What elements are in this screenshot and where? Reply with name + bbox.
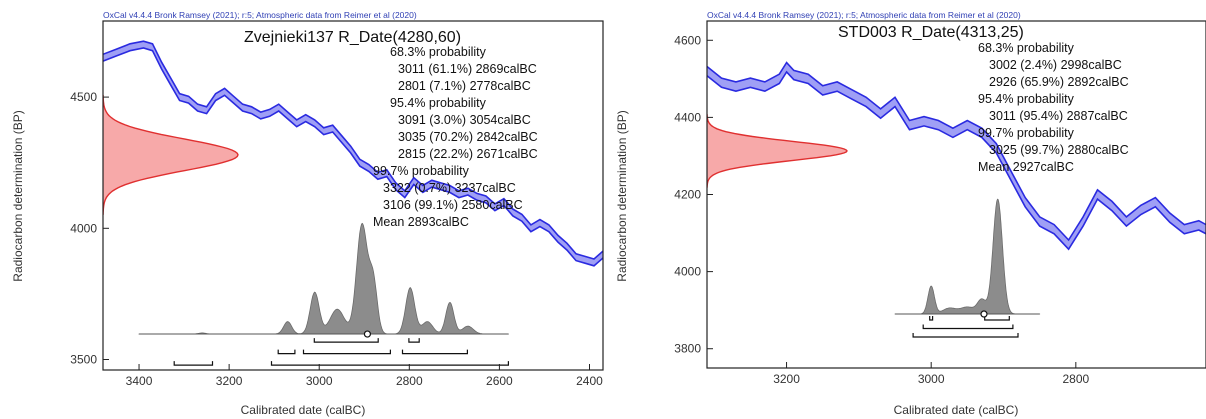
mean-marker [980, 310, 988, 318]
chart-title: Zvejnieki137 R_Date(4280,60) [244, 29, 461, 46]
annotation-line: 95.4% probability [978, 92, 1075, 106]
probability-range-bracket [401, 349, 468, 355]
y-tick-label: 4500 [70, 90, 97, 104]
x-tick-label: 2800 [396, 374, 423, 388]
x-tick-label: 3400 [126, 374, 153, 388]
posterior-distribution [894, 198, 1041, 315]
probability-range-bracket [408, 338, 420, 343]
x-tick-label: 3200 [773, 372, 800, 386]
probability-range-bracket [313, 338, 379, 343]
annotation-line: Mean 2893calBC [373, 215, 469, 229]
probability-range-bracket [984, 316, 1010, 321]
credit-text: OxCal v4.4.4 Bronk Ramsey (2021); r:5; A… [103, 10, 417, 20]
annotation-line: 3322 (0.7%) 3237calBC [383, 181, 516, 195]
annotation-line: Mean 2927calBC [978, 160, 1074, 174]
y-tick-label: 3800 [674, 342, 701, 356]
radiocarbon-distribution-line [103, 95, 239, 215]
annotation-line: 99.7% probability [978, 126, 1075, 140]
annotation-line: 99.7% probability [373, 164, 470, 178]
annotation-line: 3002 (2.4%) 2998calBC [989, 58, 1122, 72]
y-tick-label: 4000 [674, 265, 701, 279]
x-axis-label: Calibrated date (calBC) [241, 403, 366, 417]
probability-range-bracket [270, 361, 509, 366]
x-axis-label: Calibrated date (calBC) [894, 403, 1019, 417]
annotation-line: 3025 (99.7%) 2880calBC [989, 143, 1129, 157]
y-tick-label: 4200 [674, 188, 701, 202]
chart-title: STD003 R_Date(4313,25) [838, 24, 1024, 41]
axis-ticks-right: 3200 3000 2800 3800 4000 4200 4400 4600 [674, 33, 1089, 386]
probability-range-bracket [922, 324, 1014, 330]
x-tick-label: 2400 [576, 374, 603, 388]
radiocarbon-distribution-fill [103, 94, 238, 215]
x-tick-label: 2800 [1062, 372, 1089, 386]
x-tick-label: 3000 [918, 372, 945, 386]
annotation-line: 2801 (7.1%) 2778calBC [398, 79, 531, 93]
calibration-curve-band [707, 62, 1206, 250]
plot-area-right [707, 61, 1206, 338]
annotation-line: 3035 (70.2%) 2842calBC [398, 130, 538, 144]
annotation-line: 95.4% probability [390, 96, 487, 110]
radiocarbon-distribution-line [707, 114, 848, 188]
plot-frame [102, 20, 604, 371]
annotation-line: 68.3% probability [390, 45, 487, 59]
annotation-block: 68.3% probability 3002 (2.4%) 2998calBC … [978, 41, 1129, 174]
x-tick-label: 3200 [216, 374, 243, 388]
probability-range-bracket [302, 349, 391, 355]
annotation-line: 3011 (61.1%) 2869calBC [398, 62, 537, 76]
y-axis-label: Radiocarbon determination (BP) [615, 110, 629, 281]
y-axis-label: Radiocarbon determination (BP) [11, 110, 25, 281]
y-tick-label: 4000 [70, 221, 97, 235]
probability-range-bracket [912, 333, 1019, 338]
plot-area-left [103, 40, 603, 366]
annotation-line: 68.3% probability [978, 41, 1075, 55]
x-tick-label: 3000 [306, 374, 333, 388]
probability-range-bracket [173, 361, 214, 366]
axis-ticks-left: 3400 3200 3000 2800 2600 2400 3500 4000 4500 [70, 90, 603, 388]
radiocarbon-distribution-fill [707, 114, 847, 188]
panel-left: OxCal v4.4.4 Bronk Ramsey (2021); r:5; A… [11, 10, 604, 417]
x-tick-label: 2600 [486, 374, 513, 388]
probability-range-bracket [929, 316, 934, 321]
annotation-block: 68.3% probability 3011 (61.1%) 2869calBC… [373, 45, 538, 229]
y-tick-label: 4400 [674, 110, 701, 124]
annotation-line: 3091 (3.0%) 3054calBC [398, 113, 531, 127]
panel-right: OxCal v4.4.4 Bronk Ramsey (2021); r:5; A… [615, 10, 1206, 417]
calibration-curve-lower [103, 47, 603, 267]
annotation-line: 3106 (99.1%) 2580calBC [383, 198, 523, 212]
calibration-curve-upper [103, 40, 603, 260]
annotation-line: 2815 (22.2%) 2671calBC [398, 147, 538, 161]
annotation-line: 3011 (95.4%) 2887calBC [989, 109, 1128, 123]
y-tick-label: 3500 [70, 353, 97, 367]
calibration-curve-lower [707, 70, 1206, 251]
calibration-curve-upper [707, 61, 1206, 242]
y-tick-label: 4600 [674, 33, 701, 47]
posterior-distribution [138, 222, 509, 335]
probability-range-bracket [277, 349, 296, 355]
mean-marker [363, 330, 372, 338]
annotation-line: 2926 (65.9%) 2892calBC [989, 75, 1129, 89]
credit-text: OxCal v4.4.4 Bronk Ramsey (2021); r:5; A… [707, 10, 1021, 20]
